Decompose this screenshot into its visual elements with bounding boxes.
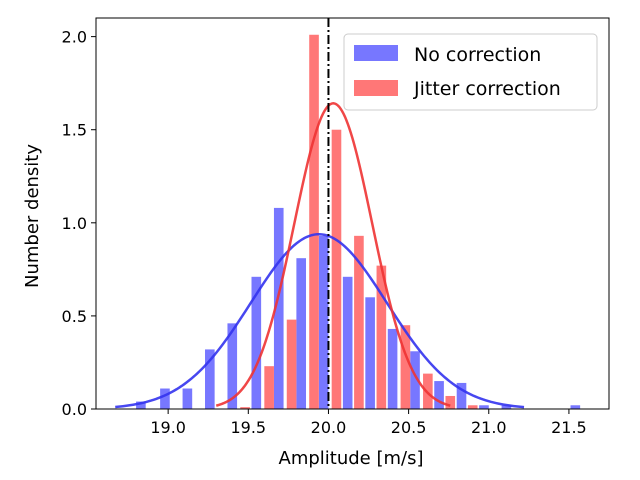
bar-no-correction — [410, 351, 420, 409]
legend-swatch-no-correction — [354, 45, 398, 61]
bar-no-correction — [227, 323, 238, 409]
bar-no-correction — [182, 388, 193, 409]
bar-no-correction — [387, 328, 398, 409]
x-tick-label: 21.5 — [551, 418, 587, 437]
bar-jitter-correction — [467, 405, 478, 409]
bar-jitter-correction — [286, 319, 297, 409]
bar-no-correction — [365, 297, 375, 409]
y-axis-label: Number density — [22, 144, 43, 288]
bar-no-correction — [456, 382, 467, 409]
bar-no-correction — [479, 405, 489, 409]
y-tick-label: 1.5 — [62, 121, 87, 140]
legend: No correction Jitter correction — [343, 33, 598, 111]
bar-no-correction — [273, 207, 284, 409]
x-axis-ticks: 19.0 19.5 20.0 20.5 21.0 21.5 — [150, 409, 587, 437]
fit-curve-no-correction — [115, 232, 525, 409]
x-axis-label: Amplitude [m/s] — [279, 448, 424, 469]
bar-no-correction — [318, 235, 329, 409]
bar-jitter-correction — [400, 325, 411, 409]
x-tick-label: 21.0 — [471, 418, 507, 437]
y-tick-label: 1.0 — [62, 214, 87, 233]
y-tick-label: 0.0 — [62, 400, 87, 419]
x-tick-label: 19.5 — [230, 418, 266, 437]
bar-no-correction — [136, 401, 146, 409]
bar-jitter-correction — [445, 395, 456, 409]
bar-no-correction — [296, 258, 307, 409]
bar-no-correction — [160, 388, 170, 409]
bar-no-correction — [342, 276, 353, 409]
bar-jitter-correction — [264, 366, 274, 409]
bar-jitter-correction — [376, 265, 387, 409]
bar-jitter-correction — [309, 34, 319, 409]
bar-no-correction — [205, 349, 215, 409]
bar-no-correction — [251, 276, 262, 409]
bar-jitter-correction — [240, 407, 250, 409]
x-tick-label: 20.5 — [391, 418, 427, 437]
legend-swatch-jitter-correction — [354, 80, 398, 96]
y-tick-label: 0.5 — [62, 307, 87, 326]
plot-area — [95, 17, 610, 410]
fit-curve-jitter-correction — [215, 102, 451, 407]
y-tick-label: 2.0 — [62, 28, 87, 47]
axes-frame — [95, 17, 610, 410]
legend-label-no-correction: No correction — [414, 44, 541, 66]
y-axis-ticks: 0.0 0.5 1.0 1.5 2.0 — [62, 28, 96, 419]
bar-no-correction — [570, 405, 581, 409]
bar-no-correction — [434, 381, 444, 409]
x-tick-label: 19.0 — [150, 418, 186, 437]
legend-label-jitter-correction: Jitter correction — [413, 78, 561, 100]
bar-jitter-correction — [331, 129, 342, 409]
x-tick-label: 20.0 — [311, 418, 347, 437]
bar-jitter-correction — [354, 235, 364, 409]
bar-no-correction — [501, 405, 512, 409]
legend-frame — [343, 33, 598, 111]
